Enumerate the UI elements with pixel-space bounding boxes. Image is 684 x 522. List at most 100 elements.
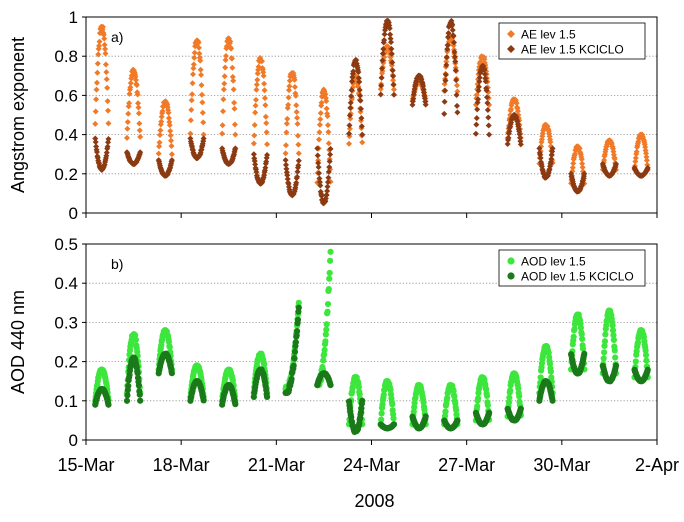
data-point [410, 408, 417, 415]
data-point [96, 38, 103, 45]
data-point [443, 54, 450, 61]
data-point [284, 172, 291, 179]
data-point [200, 397, 207, 404]
data-point [137, 149, 144, 156]
data-point [358, 123, 365, 130]
data-point [197, 57, 204, 64]
data-point [191, 49, 198, 56]
panel-b-gridlines [86, 282, 657, 402]
data-point [324, 113, 331, 120]
data-point [380, 45, 387, 52]
data-point [507, 111, 514, 118]
data-point [295, 304, 302, 311]
data-point [200, 135, 207, 142]
data-point [601, 338, 609, 345]
data-point [579, 335, 586, 343]
data-point [195, 39, 202, 46]
legend-box [498, 22, 646, 60]
x-tick-label: 15-Mar [57, 455, 114, 475]
data-point [293, 108, 300, 115]
data-point [105, 107, 112, 114]
data-point [388, 50, 395, 57]
data-point [483, 87, 490, 94]
data-point [325, 174, 332, 181]
data-point [359, 131, 366, 138]
data-point [357, 105, 364, 112]
data-point [198, 71, 205, 78]
data-point [327, 248, 334, 255]
data-point [295, 162, 302, 169]
data-point [508, 106, 515, 113]
data-point [232, 401, 239, 408]
data-point [92, 135, 99, 142]
data-point [513, 100, 520, 107]
data-point [104, 143, 111, 150]
data-point [126, 100, 133, 107]
data-point [132, 336, 140, 343]
legend-box [498, 249, 646, 287]
data-point [291, 355, 298, 362]
data-point [314, 152, 321, 159]
panel-b-x-ticks [85, 440, 658, 445]
data-point [124, 392, 131, 399]
x-tick-label: 18-Mar [153, 455, 210, 475]
data-point [517, 141, 524, 148]
data-point [453, 406, 460, 414]
data-point [135, 104, 142, 111]
data-point [102, 50, 109, 57]
data-point [261, 80, 268, 87]
data-point [159, 108, 166, 115]
data-point [483, 392, 491, 399]
data-point [378, 82, 385, 89]
data-point [322, 331, 329, 338]
data-point [356, 87, 363, 94]
data-point [482, 78, 489, 85]
data-point [221, 73, 228, 80]
data-point [260, 69, 267, 76]
data-point [262, 102, 269, 109]
data-point [283, 120, 290, 127]
data-point [579, 345, 587, 352]
data-point [643, 157, 650, 164]
data-point [350, 68, 357, 75]
data-point [346, 122, 353, 129]
data-point [410, 95, 417, 102]
data-point [168, 151, 175, 158]
data-point [420, 83, 427, 90]
data-point [486, 409, 493, 416]
data-point [198, 82, 205, 89]
legend-label: AOD lev 1.5 [521, 255, 586, 269]
data-point [156, 139, 163, 146]
data-point [135, 100, 142, 107]
data-point [548, 155, 555, 162]
data-point [290, 362, 297, 369]
data-point [252, 109, 259, 116]
x-tick-label: 30-Mar [533, 455, 590, 475]
data-point [442, 77, 449, 84]
panel-a-y-axis-label: Angstrom exponent [8, 37, 28, 193]
data-point [250, 140, 257, 147]
y-tick-label: 0.2 [54, 165, 78, 184]
data-point [601, 342, 608, 350]
data-point [199, 99, 206, 106]
data-point [323, 326, 330, 333]
data-point [324, 300, 332, 308]
data-point [576, 145, 583, 152]
data-point [263, 158, 270, 165]
data-point [359, 139, 366, 146]
data-point [261, 87, 268, 94]
data-point [135, 382, 143, 389]
panel-b-series [92, 248, 651, 436]
data-point [229, 73, 236, 80]
data-point [125, 382, 132, 390]
data-point [643, 357, 650, 364]
legend-marker [507, 45, 515, 53]
data-point [188, 97, 195, 104]
panel-b-y-axis-label: AOD 440 nm [8, 290, 28, 394]
panel-a-y-ticks: 0 0.2 0.4 0.6 0.8 1 [54, 8, 86, 223]
data-point [93, 96, 100, 103]
data-point [127, 80, 134, 87]
data-point [600, 355, 607, 362]
data-point [167, 128, 174, 135]
data-point [422, 101, 429, 108]
